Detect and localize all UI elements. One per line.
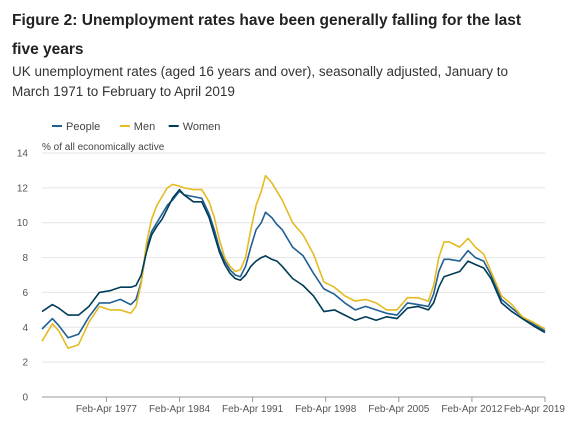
y-tick-label-6: 6 (22, 288, 28, 299)
y-tick-label-2: 2 (22, 358, 28, 369)
x-tick-label: Feb-Apr 1977 (76, 404, 138, 415)
y-tick-label-0: 0 (22, 393, 28, 404)
series-line-people (41, 190, 546, 339)
chart-title: Figure 2: Unemployment rates have been g… (12, 12, 522, 58)
x-tick-label: Feb-Apr 1991 (222, 404, 284, 415)
chart-subtitle: UK unemployment rates (aged 16 years and… (12, 64, 509, 99)
x-tick-label: Feb-Apr 1984 (149, 404, 211, 415)
y-tick-label-10: 10 (17, 218, 29, 229)
y-tick-label-4: 4 (22, 323, 28, 334)
x-tick-label: Feb-Apr 2012 (441, 404, 503, 415)
y-tick-label-12: 12 (17, 183, 29, 194)
legend-label-women: Women (183, 121, 221, 133)
x-tick-label: Feb-Apr 2019 (504, 404, 566, 415)
legend-label-men: Men (134, 121, 155, 133)
y-gridlines (42, 152, 545, 363)
series-line-women (41, 188, 546, 334)
y-tick-label-14: 14 (17, 149, 29, 160)
x-tick-label: Feb-Apr 2005 (368, 404, 430, 415)
series-lines (41, 174, 546, 349)
y-axis-unit-label: % of all economically active (42, 142, 165, 153)
y-axis-ticks: 0 2 4 6 8 10 12 14 (17, 149, 29, 404)
legend-label-people: People (66, 121, 100, 133)
series-line-men (41, 174, 546, 349)
x-tick-label: Feb-Apr 1998 (295, 404, 357, 415)
chart-legend: People Men Women (52, 121, 220, 133)
y-tick-label-8: 8 (22, 253, 28, 264)
x-axis: Feb-Apr 1977 Feb-Apr 1984 Feb-Apr 1991 Feb-… (42, 396, 566, 415)
